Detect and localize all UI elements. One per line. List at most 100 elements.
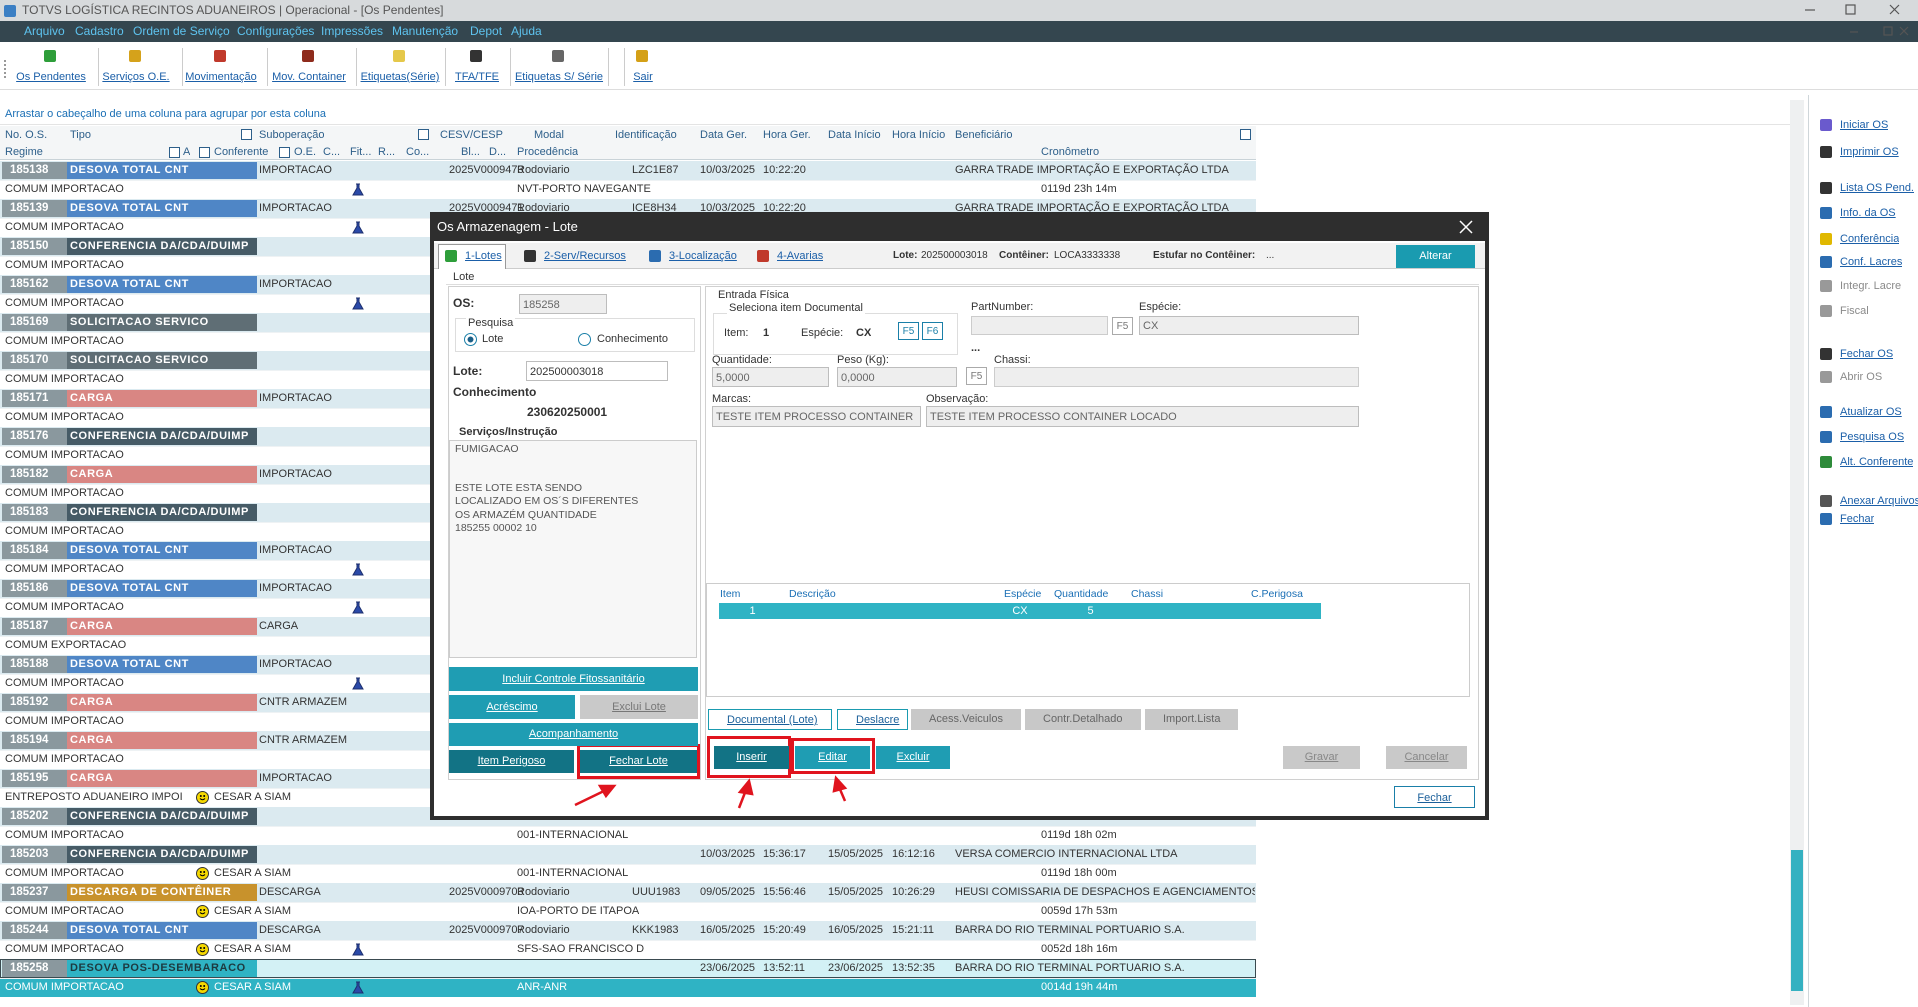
tipo[interactable]: DESOVA TOTAL CNT — [67, 542, 257, 559]
input[interactable]: TESTE ITEM PROCESSO CONTAINER — [712, 406, 921, 427]
column-header[interactable]: Procedência — [517, 146, 579, 158]
tipo[interactable]: DESOVA TOTAL CNT — [67, 656, 257, 673]
cell[interactable]: COMUM EXPORTACAO — [5, 639, 127, 651]
cell[interactable]: COMUM IMPORTACAO — [5, 183, 124, 195]
os-number[interactable]: 185183 — [2, 504, 67, 521]
cell[interactable]: 16:12:16 — [892, 848, 935, 860]
button[interactable]: Editar — [795, 746, 870, 769]
tipo[interactable]: SOLICITACAO SERVICO — [67, 352, 257, 369]
sidebar-link[interactable]: Atualizar OS — [1840, 406, 1902, 418]
toolbar-button[interactable]: Mov. Container — [272, 71, 346, 83]
cell[interactable]: CESAR A SIAM — [214, 791, 292, 803]
tab-button[interactable]: Acess.Veiculos — [911, 709, 1021, 730]
key-button[interactable]: F5 — [898, 322, 919, 340]
table-header[interactable]: Descrição — [789, 588, 836, 600]
cell[interactable]: 10:22:20 — [763, 164, 806, 176]
tab[interactable]: 2-Serv/Recursos — [544, 250, 626, 262]
cell[interactable]: COMUM IMPORTACAO — [5, 943, 124, 955]
os-number[interactable]: 185138 — [2, 162, 67, 179]
column-header[interactable]: Conferente — [214, 146, 269, 158]
cell[interactable]: 2025V0009473 — [449, 164, 524, 176]
button[interactable]: Incluir Controle Fitossanitário — [449, 667, 698, 691]
cell[interactable]: 15:36:17 — [763, 848, 806, 860]
tipo[interactable]: CONFERENCIA DA/CDA/DUIMP — [67, 504, 257, 521]
cell[interactable]: SFS-SAO FRANCISCO D — [517, 943, 645, 955]
menu-item[interactable]: Depot — [470, 24, 503, 38]
cell[interactable]: 16/05/2025 — [700, 924, 756, 936]
cell[interactable]: CX — [1012, 605, 1028, 617]
cell[interactable]: 10:26:29 — [892, 886, 935, 898]
cell[interactable]: COMUM IMPORTACAO — [5, 905, 124, 917]
cell[interactable]: COMUM IMPORTACAO — [5, 525, 124, 537]
cell[interactable]: 10:22:20 — [763, 202, 806, 214]
cell[interactable]: COMUM IMPORTACAO — [5, 601, 124, 613]
radio-label[interactable]: Lote — [482, 333, 504, 345]
cell[interactable]: IMPORTACAO — [259, 658, 332, 670]
cell[interactable]: 2025V0009703 — [449, 886, 524, 898]
cell[interactable]: COMUM IMPORTACAO — [5, 297, 124, 309]
sidebar-link[interactable]: Fechar OS — [1840, 348, 1894, 360]
key-button[interactable]: F5 — [1112, 317, 1133, 335]
radio-label[interactable]: Conhecimento — [597, 333, 668, 345]
os-number[interactable]: 185203 — [2, 846, 67, 863]
menu-item[interactable]: Ajuda — [511, 24, 542, 38]
cell[interactable]: CESAR A SIAM — [214, 867, 292, 879]
os-number[interactable]: 185202 — [2, 808, 67, 825]
toolbar-button[interactable]: TFA/TFE — [455, 71, 499, 83]
column-header[interactable]: Bl... — [461, 146, 480, 158]
tipo[interactable]: CARGA — [67, 618, 257, 635]
table-header[interactable]: Espécie — [1004, 588, 1042, 600]
os-number[interactable]: 185162 — [2, 276, 67, 293]
cell[interactable]: IMPORTACAO — [259, 202, 332, 214]
toolbar-button[interactable]: Etiquetas(Série) — [360, 71, 440, 83]
column-header[interactable]: A — [183, 146, 191, 158]
cell[interactable]: IMPORTACAO — [259, 468, 332, 480]
button[interactable]: Acréscimo — [449, 695, 575, 719]
cell[interactable]: COMUM IMPORTACAO — [5, 411, 124, 423]
cell[interactable]: 15:20:49 — [763, 924, 806, 936]
cell[interactable]: 23/06/2025 — [828, 962, 884, 974]
tipo[interactable]: DESOVA POS-DESEMBARACO — [67, 960, 257, 977]
os-number[interactable]: 185258 — [2, 960, 67, 977]
cell[interactable]: COMUM IMPORTACAO — [5, 373, 124, 385]
tipo[interactable]: CARGA — [67, 390, 257, 407]
cell[interactable]: 13:52:11 — [763, 962, 806, 974]
table-header[interactable]: Chassi — [1131, 588, 1164, 600]
cell[interactable]: 5 — [1087, 605, 1094, 617]
column-header[interactable]: Identificação — [615, 129, 677, 141]
cell[interactable]: ENTREPOSTO ADUANEIRO IMPOI — [5, 791, 183, 803]
cell[interactable]: IMPORTACAO — [259, 392, 332, 404]
toolbar-button[interactable]: Movimentação — [185, 71, 257, 83]
os-number[interactable]: 185237 — [2, 884, 67, 901]
cell[interactable]: BARRA DO RIO TERMINAL PORTUARIO S.A. — [955, 924, 1185, 936]
tab-button[interactable]: Documental (Lote) — [708, 709, 832, 730]
tab[interactable]: 1-Lotes — [465, 250, 502, 262]
menu-item[interactable]: Arquivo — [24, 24, 65, 38]
column-header[interactable]: CESV/CESP — [440, 129, 503, 141]
toolbar-button[interactable]: Sair — [633, 71, 653, 83]
cell[interactable]: 001-INTERNACIONAL — [517, 829, 629, 841]
input[interactable]: 185258 — [519, 294, 607, 314]
cell[interactable]: 0119d 23h 14m — [1041, 183, 1117, 195]
cell[interactable]: 0052d 18h 16m — [1041, 943, 1118, 955]
tab-button[interactable]: Contr.Detalhado — [1025, 709, 1141, 730]
button[interactable]: Excluir — [876, 746, 950, 769]
cell[interactable]: VERSA COMERCIO INTERNACIONAL LTDA — [955, 848, 1178, 860]
tipo[interactable]: DESCARGA DE CONTÊINER — [67, 884, 257, 901]
toolbar-button[interactable]: Serviços O.E. — [102, 71, 170, 83]
cell[interactable]: 0059d 17h 53m — [1041, 905, 1118, 917]
os-number[interactable]: 185195 — [2, 770, 67, 787]
cell[interactable]: 2025V0009471 — [449, 202, 524, 214]
cell[interactable]: 15:21:11 — [892, 924, 935, 936]
column-header[interactable]: Co... — [406, 146, 430, 158]
cell[interactable]: 2025V0009707 — [449, 924, 524, 936]
cell[interactable]: Rodoviario — [517, 886, 570, 898]
button[interactable]: Fechar — [1394, 786, 1475, 808]
cell[interactable]: COMUM IMPORTACAO — [5, 829, 124, 841]
sidebar-link[interactable]: Anexar Arquivos — [1840, 495, 1918, 507]
button[interactable]: Fechar Lote — [580, 750, 697, 773]
menu-item[interactable]: Ordem de Serviço — [133, 24, 230, 38]
table-header[interactable]: Item — [720, 588, 741, 600]
menu-item[interactable]: Configurações — [237, 24, 315, 38]
sidebar-link[interactable]: Info. da OS — [1840, 207, 1896, 219]
